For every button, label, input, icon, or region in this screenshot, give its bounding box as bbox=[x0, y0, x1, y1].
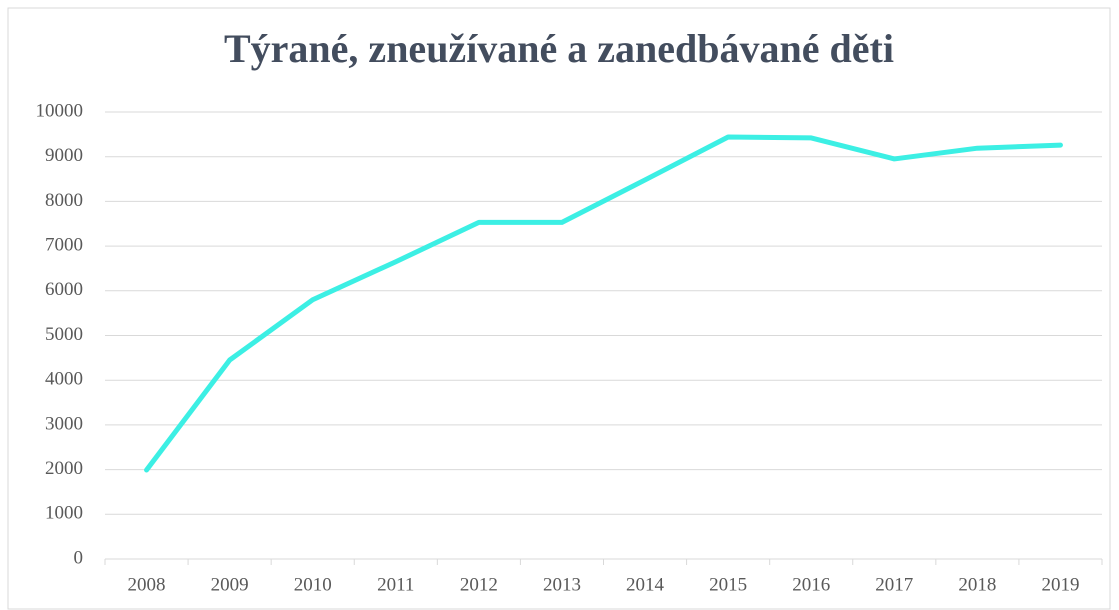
x-tick-label: 2010 bbox=[294, 574, 332, 595]
y-tick-label: 2000 bbox=[45, 458, 83, 479]
y-tick-label: 4000 bbox=[45, 369, 83, 390]
x-tick-label: 2009 bbox=[211, 574, 249, 595]
y-tick-label: 9000 bbox=[45, 145, 83, 166]
x-tick-label: 2017 bbox=[875, 574, 913, 595]
y-tick-label: 0 bbox=[74, 547, 84, 568]
x-tick-label: 2011 bbox=[377, 574, 414, 595]
chart-border bbox=[7, 7, 1111, 610]
x-tick-label: 2014 bbox=[626, 574, 665, 595]
y-tick-label: 7000 bbox=[45, 234, 83, 255]
x-tick-label: 2008 bbox=[128, 574, 166, 595]
x-tick-label: 2015 bbox=[709, 574, 747, 595]
y-tick-label: 5000 bbox=[45, 324, 83, 345]
y-tick-label: 10000 bbox=[36, 100, 84, 121]
x-tick-label: 2013 bbox=[543, 574, 581, 595]
x-tick-label: 2012 bbox=[460, 574, 498, 595]
x-tick-label: 2016 bbox=[792, 574, 830, 595]
chart-title: Týrané, zneužívané a zanedbávané děti bbox=[224, 26, 894, 71]
y-tick-label: 3000 bbox=[45, 413, 83, 434]
y-tick-label: 8000 bbox=[45, 190, 83, 211]
y-tick-label: 6000 bbox=[45, 279, 83, 300]
data-line bbox=[144, 134, 1063, 473]
x-tick-label: 2018 bbox=[958, 574, 996, 595]
y-tick-label: 1000 bbox=[45, 503, 83, 524]
x-tick-label: 2019 bbox=[1041, 574, 1079, 595]
